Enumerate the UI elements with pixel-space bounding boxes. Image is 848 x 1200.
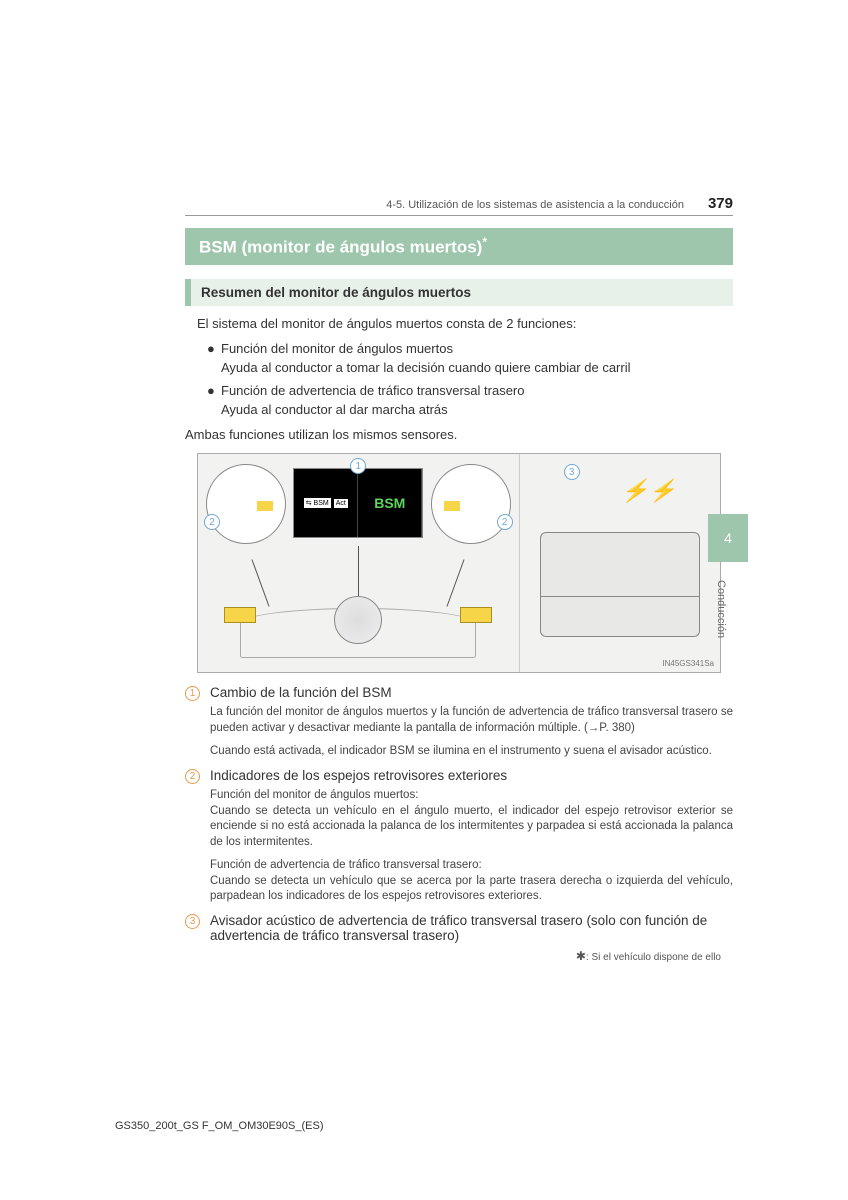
page-number: 379 xyxy=(708,195,733,212)
item-body: Función de advertencia de tráfico transv… xyxy=(210,858,733,905)
callout-2-icon: 2 xyxy=(497,514,513,530)
bullet-title: Función del monitor de ángulos muertos xyxy=(221,341,733,356)
center-display-icon: ⇆ BSM Act BSM xyxy=(293,468,423,538)
diagram-right-panel: 3 ⚡⚡ IN45GS341Sa xyxy=(520,454,720,672)
display-bsm-green: BSM xyxy=(358,469,422,537)
rear-seat-icon xyxy=(540,532,700,652)
bullet-item: ● Función de advertencia de tráfico tran… xyxy=(207,383,733,398)
bullet-dot-icon: ● xyxy=(207,341,221,356)
footnote-asterisk-icon: ✱ xyxy=(576,949,586,963)
page-title-banner: BSM (monitor de ángulos muertos)* xyxy=(185,228,733,265)
image-code: IN45GS341Sa xyxy=(662,659,714,668)
callout-3-icon: 3 xyxy=(564,464,580,480)
item-body: Cuando está activada, el indicador BSM s… xyxy=(210,744,733,760)
numbered-item: 1 Cambio de la función del BSM xyxy=(185,685,721,701)
bullet-desc: Ayuda al conductor al dar marcha atrás xyxy=(221,402,733,417)
footnote-text: : Si el vehículo dispone de ello xyxy=(586,952,721,963)
item-title: Cambio de la función del BSM xyxy=(210,685,392,700)
section-label: 4-5. Utilización de los sistemas de asis… xyxy=(386,199,684,211)
footnote: ✱: Si el vehículo dispone de ello xyxy=(185,949,721,963)
left-mirror-icon xyxy=(206,464,286,544)
both-sensors-text: Ambas funciones utilizan los mismos sens… xyxy=(185,427,733,444)
diagram-figure: 2 2 ⇆ BSM Act BSM 1 xyxy=(197,453,721,673)
circle-number-icon: 2 xyxy=(185,769,200,784)
callout-1-icon: 1 xyxy=(350,458,366,474)
intro-text: El sistema del monitor de ángulos muerto… xyxy=(197,316,733,333)
title-asterisk: * xyxy=(482,235,487,249)
chapter-tab: 4 xyxy=(708,514,748,562)
item-body: Función del monitor de ángulos muertos: … xyxy=(210,788,733,850)
bullet-desc: Ayuda al conductor a tomar la decisión c… xyxy=(221,360,733,375)
page-header: 4-5. Utilización de los sistemas de asis… xyxy=(185,195,733,216)
item-title: Avisador acústico de advertencia de tráf… xyxy=(210,913,721,943)
page-title: BSM (monitor de ángulos muertos) xyxy=(199,238,482,257)
bullet-list: ● Función del monitor de ángulos muertos… xyxy=(207,341,733,417)
chapter-label: Conducción xyxy=(715,580,727,638)
dashboard-drawing xyxy=(228,573,488,668)
numbered-item: 3 Avisador acústico de advertencia de tr… xyxy=(185,913,721,943)
bullet-dot-icon: ● xyxy=(207,383,221,398)
bullet-title: Función de advertencia de tráfico transv… xyxy=(221,383,733,398)
document-footer: GS350_200t_GS F_OM_OM30E90S_(ES) xyxy=(115,1120,324,1132)
right-mirror-icon xyxy=(431,464,511,544)
diagram-left-panel: 2 2 ⇆ BSM Act BSM 1 xyxy=(198,454,520,672)
display-bsm-act: ⇆ BSM Act xyxy=(294,469,358,537)
item-body: La función del monitor de ángulos muerto… xyxy=(210,705,733,736)
circle-number-icon: 1 xyxy=(185,686,200,701)
bullet-item: ● Función del monitor de ángulos muertos xyxy=(207,341,733,356)
sound-wave-icon: ⚡⚡ xyxy=(621,478,676,504)
numbered-item: 2 Indicadores de los espejos retrovisore… xyxy=(185,768,721,784)
subsection-heading: Resumen del monitor de ángulos muertos xyxy=(185,279,733,306)
circle-number-icon: 3 xyxy=(185,914,200,929)
item-title: Indicadores de los espejos retrovisores … xyxy=(210,768,507,783)
